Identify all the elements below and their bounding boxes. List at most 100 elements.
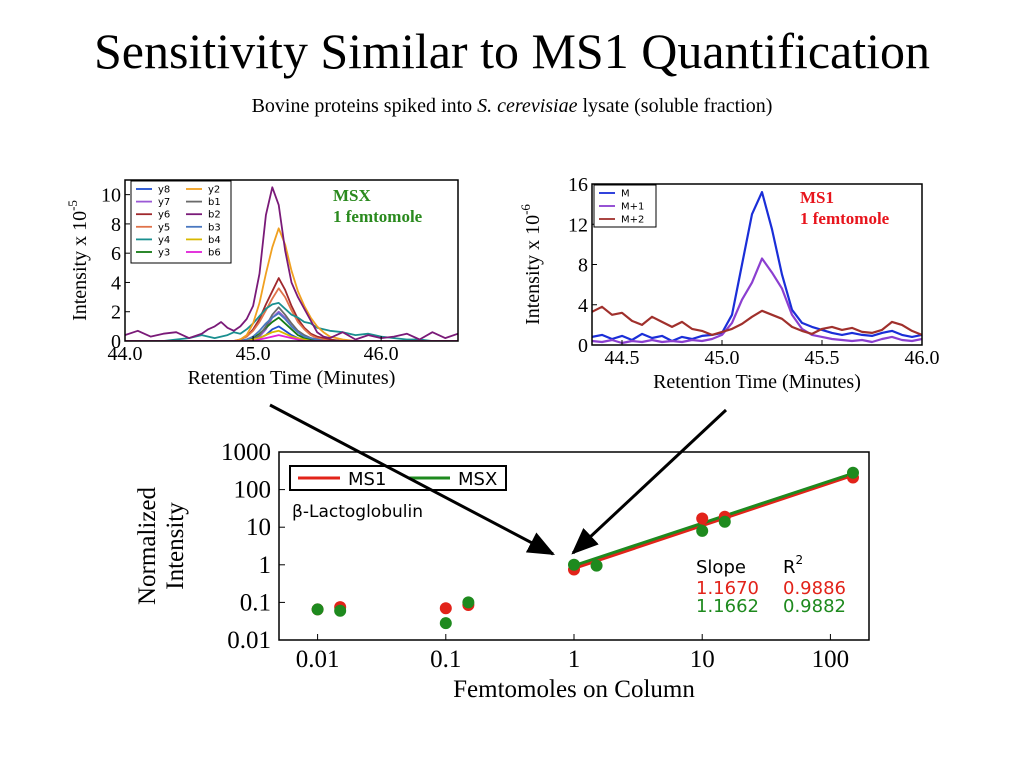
legend-label: b2 — [208, 210, 221, 221]
subtitle-prefix: Bovine proteins spiked into — [251, 95, 478, 117]
msx-callout-arrow — [269, 403, 555, 556]
x-tick-label: 45.0 — [705, 347, 740, 369]
y-tick-label: 8 — [578, 255, 588, 277]
y-tick-label: 100 — [234, 477, 272, 504]
slide-subtitle: Bovine proteins spiked into S. cerevisia… — [0, 95, 1024, 118]
y-tick-label: 6 — [111, 243, 121, 265]
y-tick-label: 0 — [578, 335, 588, 357]
legend-label: y7 — [158, 197, 170, 208]
legend-box — [289, 465, 507, 491]
data-point-msx — [311, 603, 324, 616]
series-line-b3 — [125, 312, 458, 341]
x-tick-label: 100 — [812, 646, 850, 673]
x-axis-label: Retention Time (Minutes) — [188, 367, 396, 389]
y-axis-label-line1: Normalized — [134, 487, 161, 606]
annotation-line1: MS1 — [800, 188, 834, 207]
y-axis-label: Intensity x 10-6 — [518, 204, 544, 325]
stats-header-r2: R2 — [783, 553, 803, 578]
y-axis-label: Intensity x 10-5 — [65, 200, 91, 321]
x-tick-label: 45.5 — [805, 347, 840, 369]
data-point-ms1 — [439, 602, 452, 615]
y-tick-label: 0 — [111, 331, 121, 353]
x-axis-label: Femtomoles on Column — [453, 676, 695, 703]
legend-label: b6 — [208, 248, 221, 259]
annotation-line1: MSX — [333, 186, 372, 205]
series-line-b6 — [125, 334, 458, 341]
annotation-line2: 1 femtomole — [800, 209, 890, 228]
legend-label: b4 — [208, 235, 221, 246]
y-axis-label-exponent: -6 — [518, 204, 533, 215]
y-tick-label: 12 — [568, 214, 588, 236]
callout-arrows — [269, 403, 728, 556]
x-tick-label: 45.0 — [236, 343, 271, 365]
subtitle-suffix: lysate (soluble fraction) — [577, 95, 773, 117]
y-tick-label: 4 — [111, 272, 121, 294]
fit-line-ms1 — [573, 473, 854, 570]
stats-r2-msx: 0.9882 — [783, 596, 846, 617]
series-line-y5 — [125, 287, 458, 341]
legend-box — [130, 180, 232, 264]
series-line-y8 — [125, 325, 458, 341]
y-tick-label: 16 — [568, 174, 588, 196]
data-point-msx — [718, 515, 731, 528]
legend-label: y8 — [158, 185, 170, 196]
x-tick-label: 1 — [568, 646, 581, 673]
y-tick-label: 1 — [259, 552, 272, 579]
data-point-msx — [846, 466, 859, 479]
legend-label: y6 — [158, 210, 170, 221]
data-point-msx — [439, 617, 452, 630]
slide-title: Sensitivity Similar to MS1 Quantificatio… — [93, 23, 931, 79]
legend-label: y5 — [158, 222, 170, 233]
series-line-m — [592, 191, 922, 343]
y-axis-label-exponent: -5 — [65, 200, 80, 211]
series-line-mplus1 — [592, 257, 922, 345]
x-tick-label: 10 — [690, 646, 715, 673]
data-point-ms1 — [696, 512, 709, 525]
data-point-msx — [334, 604, 347, 617]
stats-header-r-exp: 2 — [796, 553, 804, 567]
data-point-msx — [696, 524, 709, 537]
msx-chromatogram-chart: 44.0 45.0 46.0 0 2 4 6 8 10 Retention Time (Minut… — [65, 179, 459, 389]
y-axis-label-base: Intensity x 10 — [69, 211, 91, 321]
series-line-mplus2 — [592, 305, 922, 336]
data-point-msx — [590, 559, 603, 572]
x-tick-label: 44.5 — [605, 347, 640, 369]
subtitle-species: S. cerevisiae — [477, 95, 578, 117]
x-axis-label: Retention Time (Minutes) — [653, 371, 861, 393]
series-line-y7 — [125, 310, 458, 341]
series-line-y2 — [125, 227, 458, 341]
series-line-y3 — [125, 316, 458, 341]
legend-label-msx: MSX — [458, 469, 497, 490]
y-tick-label: 2 — [111, 302, 121, 324]
stats-slope-msx: 1.1662 — [696, 596, 759, 617]
data-point-msx — [462, 596, 475, 609]
stats-header-r: R — [783, 557, 796, 578]
ms1-chromatogram-chart: 44.5 45.0 45.5 46.0 0 4 8 12 16 Retention Time (M… — [518, 174, 940, 393]
legend-label: M+2 — [621, 215, 644, 226]
x-tick-label: 0.01 — [296, 646, 340, 673]
stats-r2-ms1: 0.9886 — [783, 578, 846, 599]
legend-label: M+1 — [621, 202, 644, 213]
fit-line-msx — [573, 471, 854, 568]
series-line-b1 — [125, 306, 458, 341]
annotation-line2: 1 femtomole — [333, 207, 423, 226]
y-tick-label: 0.1 — [240, 589, 271, 616]
x-tick-label: 0.1 — [430, 646, 461, 673]
y-axis-label-line2: Intensity — [162, 502, 189, 590]
legend-label: y2 — [208, 185, 220, 196]
series-line-b4 — [125, 329, 458, 341]
data-point-msx — [568, 558, 580, 571]
plot-frame — [124, 179, 459, 342]
x-tick-label: 44.0 — [108, 343, 143, 365]
series-lines — [592, 191, 922, 345]
ms1-callout-arrow — [571, 408, 728, 555]
y-tick-label: 8 — [111, 214, 121, 236]
y-tick-label: 4 — [578, 295, 588, 317]
y-tick-label: 1000 — [221, 439, 271, 466]
legend-label: y4 — [158, 235, 170, 246]
stats-slope-ms1: 1.1670 — [696, 578, 759, 599]
x-tick-label: 46.0 — [364, 343, 399, 365]
x-tick-label: 46.0 — [905, 347, 940, 369]
legend-label-ms1: MS1 — [348, 469, 386, 490]
y-tick-label: 0.01 — [227, 627, 271, 654]
